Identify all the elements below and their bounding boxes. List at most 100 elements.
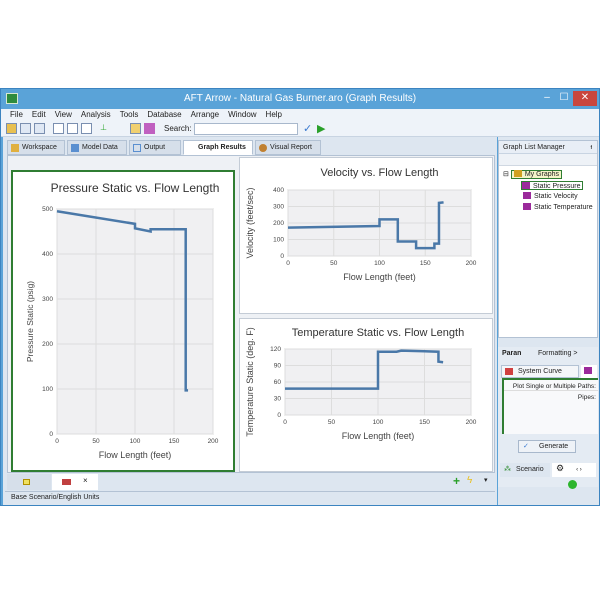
tab-system-curve[interactable]: System Curve: [501, 365, 579, 378]
x-tick-label: 100: [374, 260, 385, 267]
tree-item-static-pressure[interactable]: Static Pressure: [521, 181, 584, 190]
close-tab-icon[interactable]: ×: [83, 476, 88, 485]
tab-workspace[interactable]: Workspace: [7, 140, 65, 155]
pressure-graph-panel[interactable]: Pressure Static vs. Flow Length 0 50 100 150…: [11, 170, 235, 472]
tree-item-label: Static Pressure: [533, 183, 581, 190]
output-icon: [133, 144, 141, 152]
pin-icon[interactable]: ᵻ: [590, 144, 592, 151]
collapse-icon[interactable]: ⊟: [503, 171, 511, 178]
folder-icon: [513, 170, 522, 177]
menu-database[interactable]: Database: [147, 110, 182, 119]
y-tick-label: 100: [273, 237, 284, 244]
tab-visual-report[interactable]: Visual Report: [255, 140, 321, 155]
graph-control-panel: Paran Formatting > System Curve Plot Sin…: [498, 347, 598, 489]
panel-title: Graph List Manager: [503, 144, 565, 151]
x-tick-label: 0: [283, 419, 287, 426]
y-tick-label: 400: [42, 251, 53, 258]
tree-item-label: Static Velocity: [534, 193, 578, 200]
tab-output[interactable]: Output: [129, 140, 181, 155]
layout-tab-2[interactable]: ×: [52, 474, 98, 490]
add-icon[interactable]: +: [453, 474, 461, 488]
scroll-arrows-icon[interactable]: ‹ ›: [576, 467, 582, 473]
y-tick-label: 100: [42, 386, 53, 393]
pipes-label: Pipes:: [577, 394, 596, 401]
x-tick-label: 0: [286, 260, 290, 267]
y-axis-label: Velocity (feet/sec): [245, 187, 255, 258]
model-data-icon: [71, 144, 79, 152]
tree-item-static-temperature[interactable]: Static Temperature: [523, 203, 593, 212]
tree-item-static-velocity[interactable]: Static Velocity: [523, 192, 578, 201]
eye-icon: [259, 144, 267, 152]
layout-split-icon[interactable]: [67, 123, 78, 134]
status-ok-icon: [568, 480, 577, 489]
x-tick-label: 200: [466, 419, 477, 426]
app-window: AFT Arrow - Natural Gas Burner.aro (Grap…: [0, 88, 600, 506]
search-input[interactable]: [194, 123, 298, 135]
check-icon: ✓: [523, 443, 529, 450]
tab-label: Output: [144, 144, 166, 151]
tree-root-label: My Graphs: [524, 171, 560, 178]
menu-bar: File Edit View Analysis Tools Database Arrange…: [1, 109, 599, 121]
app-icon: [6, 93, 18, 104]
x-tick-label: 150: [419, 419, 430, 426]
layout-single-icon[interactable]: [53, 123, 64, 134]
gear-icon: ⚙: [556, 463, 565, 473]
temperature-chart: Temperature Static vs. Flow Length 0 50 100…: [245, 327, 477, 441]
tab-formatting[interactable]: Formatting >: [538, 350, 578, 357]
layout-tab-1[interactable]: [7, 474, 51, 490]
velocity-graph-panel[interactable]: Velocity vs. Flow Length 0 50 100 150 200 0 100…: [239, 157, 493, 314]
tab-parameters[interactable]: Paran: [502, 350, 521, 357]
graph-icon: [523, 203, 531, 210]
generate-button[interactable]: ✓ Generate: [518, 440, 576, 453]
y-tick-label: 60: [274, 379, 282, 386]
window-title: AFT Arrow - Natural Gas Burner.aro (Grap…: [183, 93, 417, 104]
layout-rows-icon[interactable]: [81, 123, 92, 134]
tab-settings[interactable]: ⚙ ‹ ›: [552, 463, 596, 477]
search-label: Search:: [164, 124, 192, 133]
menu-tools[interactable]: Tools: [119, 110, 139, 119]
open-icon[interactable]: [6, 123, 17, 134]
tab-label: Model Data: [82, 144, 118, 151]
notes-icon[interactable]: [130, 123, 141, 134]
y-tick-label: 300: [273, 204, 284, 211]
toolbar: ⊥ Search: ✓ ▶: [1, 121, 599, 137]
graph-icon: [187, 144, 195, 152]
menu-window[interactable]: Window: [228, 110, 257, 119]
y-tick-label: 500: [42, 206, 53, 213]
x-tick-label: 50: [330, 260, 338, 267]
menu-file[interactable]: File: [10, 110, 23, 119]
chart-title: Velocity vs. Flow Length: [320, 167, 438, 179]
velocity-chart: Velocity vs. Flow Length 0 50 100 150 200 0 100…: [245, 167, 477, 282]
dropdown-icon[interactable]: ▾: [484, 477, 488, 484]
temperature-graph-panel[interactable]: Temperature Static vs. Flow Length 0 50 100…: [239, 318, 493, 472]
flask-icon[interactable]: [144, 123, 155, 134]
graph-icon: [522, 182, 530, 189]
check-icon[interactable]: ✓: [303, 123, 313, 135]
tab-scenario[interactable]: ⁂ Scenario: [500, 463, 550, 477]
menu-help[interactable]: Help: [265, 110, 282, 119]
chart-icon[interactable]: ⊥: [100, 123, 107, 132]
y-tick-label: 0: [277, 412, 281, 419]
lightning-icon[interactable]: ϟ: [467, 475, 473, 486]
menu-view[interactable]: View: [54, 110, 72, 119]
tab-label: System Curve: [518, 368, 562, 375]
save-icon[interactable]: [20, 123, 31, 134]
graph-list-manager-title: Graph List Manager ᵻ: [499, 141, 597, 154]
run-icon[interactable]: ▶: [317, 123, 326, 135]
tab-graph-results[interactable]: Graph Results: [183, 140, 253, 155]
x-axis-label: Flow Length (feet): [99, 450, 172, 460]
close-button[interactable]: ✕: [573, 91, 597, 106]
right-sidebar: Graph List Manager ᵻ ⊟ My Graphs Static P…: [498, 137, 599, 505]
x-tick-label: 100: [373, 419, 384, 426]
menu-arrange[interactable]: Arrange: [190, 110, 220, 119]
maximize-button[interactable]: ☐: [559, 92, 569, 103]
print-icon[interactable]: [34, 123, 45, 134]
x-tick-label: 100: [130, 438, 141, 445]
tab-model-data[interactable]: Model Data: [67, 140, 127, 155]
status-bar: Base Scenario/English Units: [5, 491, 495, 503]
minimize-button[interactable]: –: [544, 92, 550, 103]
menu-edit[interactable]: Edit: [31, 110, 46, 119]
chart-title: Pressure Static vs. Flow Length: [51, 181, 220, 195]
tree-root[interactable]: ⊟ My Graphs: [503, 170, 563, 179]
menu-analysis[interactable]: Analysis: [80, 110, 111, 119]
